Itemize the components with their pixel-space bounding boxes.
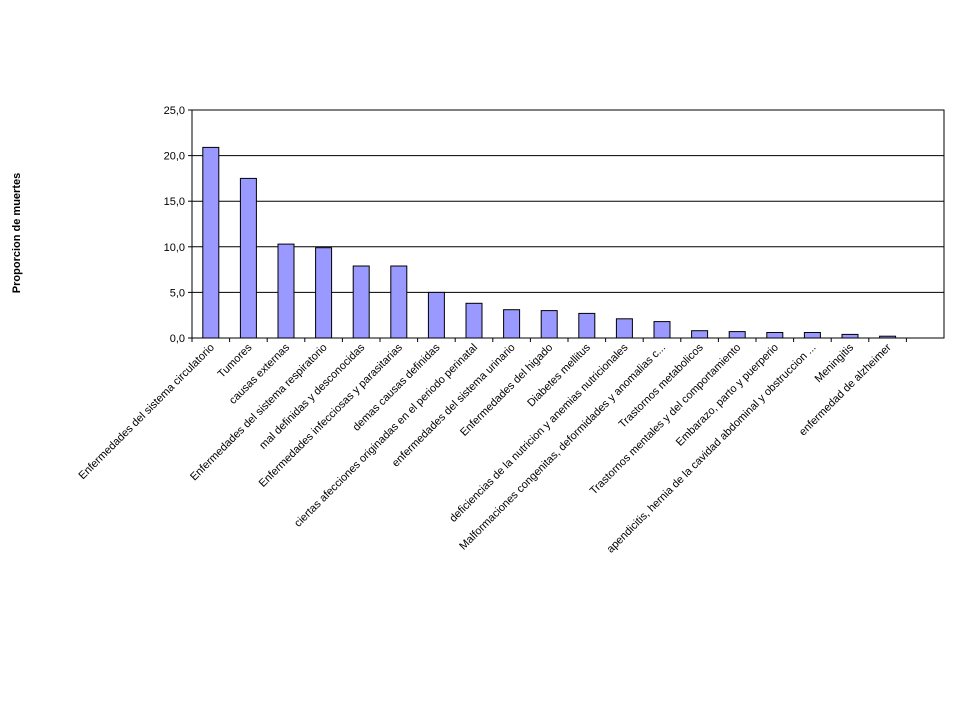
x-category-label: Enfermedades del sistema respiratorio	[188, 342, 330, 484]
bars	[202, 146, 897, 339]
bar	[503, 309, 521, 339]
gridlines	[192, 155, 944, 293]
bar	[728, 331, 746, 339]
y-tick-label: 15,0	[164, 196, 185, 208]
bar	[427, 291, 445, 339]
bar	[691, 330, 709, 339]
plot-area-border	[191, 109, 945, 339]
y-tick-label: 10,0	[164, 242, 185, 254]
bar	[277, 243, 295, 339]
x-category-label: Tumores	[216, 341, 255, 380]
bar	[239, 177, 257, 339]
y-tick-label: 25,0	[164, 105, 185, 117]
bar	[315, 247, 333, 339]
bar	[465, 302, 483, 339]
bar	[202, 146, 220, 339]
x-category-label: ciertas afecciones originadas en el peri…	[292, 342, 480, 530]
bar	[653, 321, 671, 339]
y-tick-label: 20,0	[164, 151, 185, 163]
x-category-label: deficiencias de la nutricion y anemias n…	[447, 341, 631, 525]
bar	[766, 332, 784, 339]
y-tick-label: 0,0	[170, 333, 185, 345]
bar	[352, 265, 370, 339]
bar	[615, 318, 633, 339]
x-category-label: Enfermedades del sistema circulatorio	[77, 342, 217, 482]
bar	[841, 333, 859, 339]
x-category-label: Diabetes mellitus	[525, 341, 593, 409]
bar	[803, 332, 821, 339]
bar	[390, 265, 408, 339]
x-axis-ticks: Enfermedades del sistema circulatorioTum…	[77, 338, 907, 556]
y-axis-label: Proporcion de muertes	[11, 173, 23, 293]
bar	[540, 310, 558, 339]
x-category-label: Enfermedades infecciosas y parasitarias	[257, 341, 405, 489]
y-axis-ticks: 0,0 5,0 10,0 15,0 20,0 25,0	[164, 105, 192, 345]
y-tick-label: 5,0	[170, 287, 185, 299]
bar	[578, 312, 596, 339]
